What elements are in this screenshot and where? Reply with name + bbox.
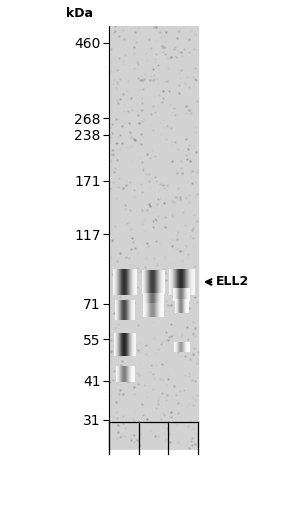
Text: kDa: kDa [66, 8, 93, 20]
Bar [109, 26, 198, 450]
Text: ELL2: ELL2 [216, 275, 249, 289]
